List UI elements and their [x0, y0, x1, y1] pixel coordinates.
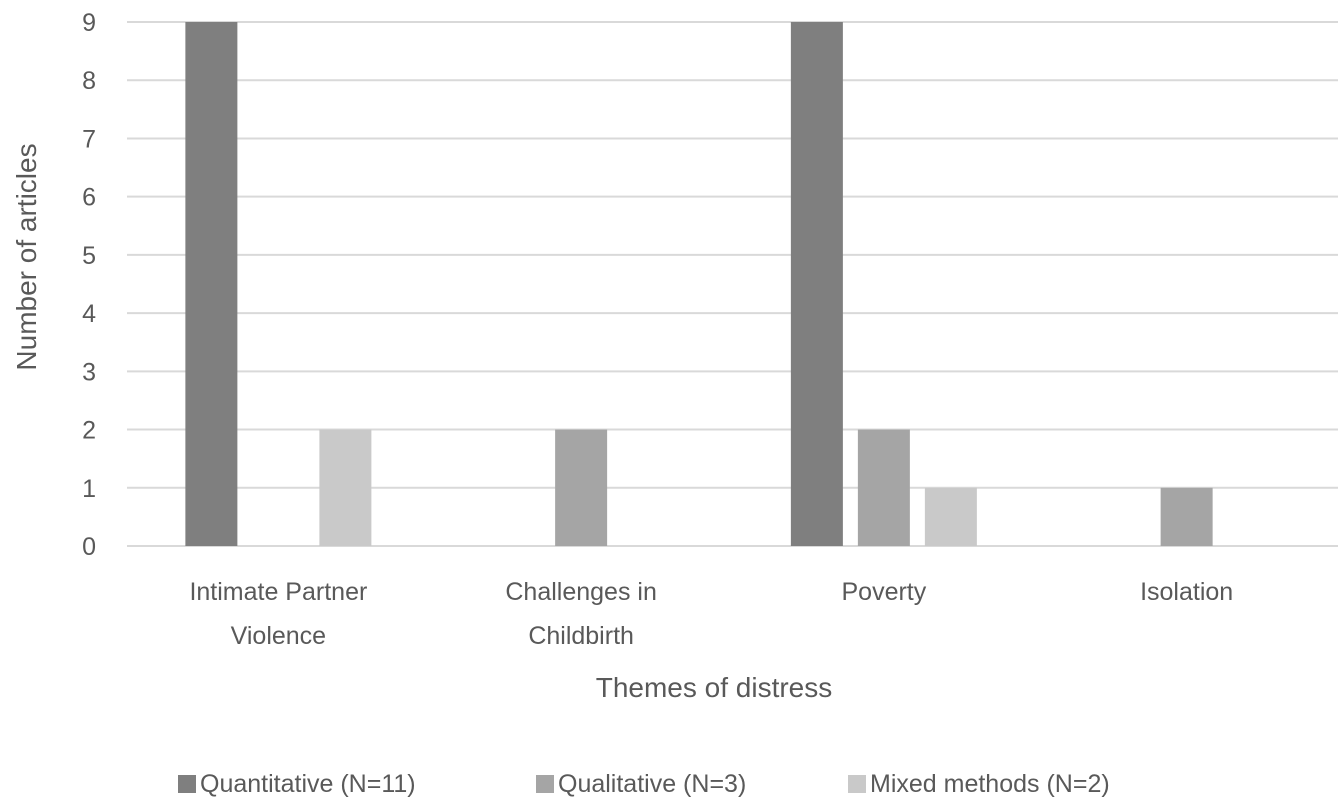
bar — [790, 22, 843, 546]
bar — [185, 22, 238, 546]
y-tick-label: 1 — [82, 475, 96, 503]
y-tick-label: 4 — [82, 300, 96, 328]
bars — [185, 22, 1213, 546]
bar — [924, 487, 977, 546]
bar — [1160, 487, 1213, 546]
y-tick-label: 3 — [82, 358, 96, 386]
legend-label: Mixed methods (N=2) — [870, 770, 1110, 798]
legend-swatch — [178, 775, 196, 793]
x-category-label: Challenges in — [505, 578, 657, 606]
bar — [555, 429, 608, 546]
x-category-label: Intimate Partner — [189, 578, 367, 606]
x-category-label: Violence — [231, 622, 326, 650]
y-tick-label: 9 — [82, 9, 96, 37]
legend-label: Quantitative (N=11) — [200, 770, 416, 798]
legend-label: Qualitative (N=3) — [558, 770, 746, 798]
x-category-label: Isolation — [1140, 578, 1233, 606]
y-tick-label: 5 — [82, 242, 96, 270]
y-tick-label: 8 — [82, 67, 96, 95]
x-category-label: Childbirth — [528, 622, 634, 650]
y-tick-label: 2 — [82, 417, 96, 445]
y-tick-label: 0 — [82, 533, 96, 561]
legend-swatch — [848, 775, 866, 793]
y-tick-label: 7 — [82, 125, 96, 153]
legend-swatch — [536, 775, 554, 793]
x-axis-categories: Intimate Partner Violence Challenges in Chi… — [189, 578, 1233, 650]
x-category-label: Poverty — [841, 578, 926, 606]
bar — [319, 429, 372, 546]
y-tick-label: 6 — [82, 184, 96, 212]
gridlines — [127, 21, 1338, 547]
bar — [857, 429, 910, 546]
x-axis-title: Themes of distress — [596, 672, 833, 703]
legend: Quantitative (N=11) Qualitative (N=3) Mixe… — [178, 770, 1110, 798]
y-axis-title: Number of articles — [11, 143, 42, 370]
y-axis-ticks: 0 1 2 3 4 5 6 7 8 9 — [82, 9, 96, 561]
